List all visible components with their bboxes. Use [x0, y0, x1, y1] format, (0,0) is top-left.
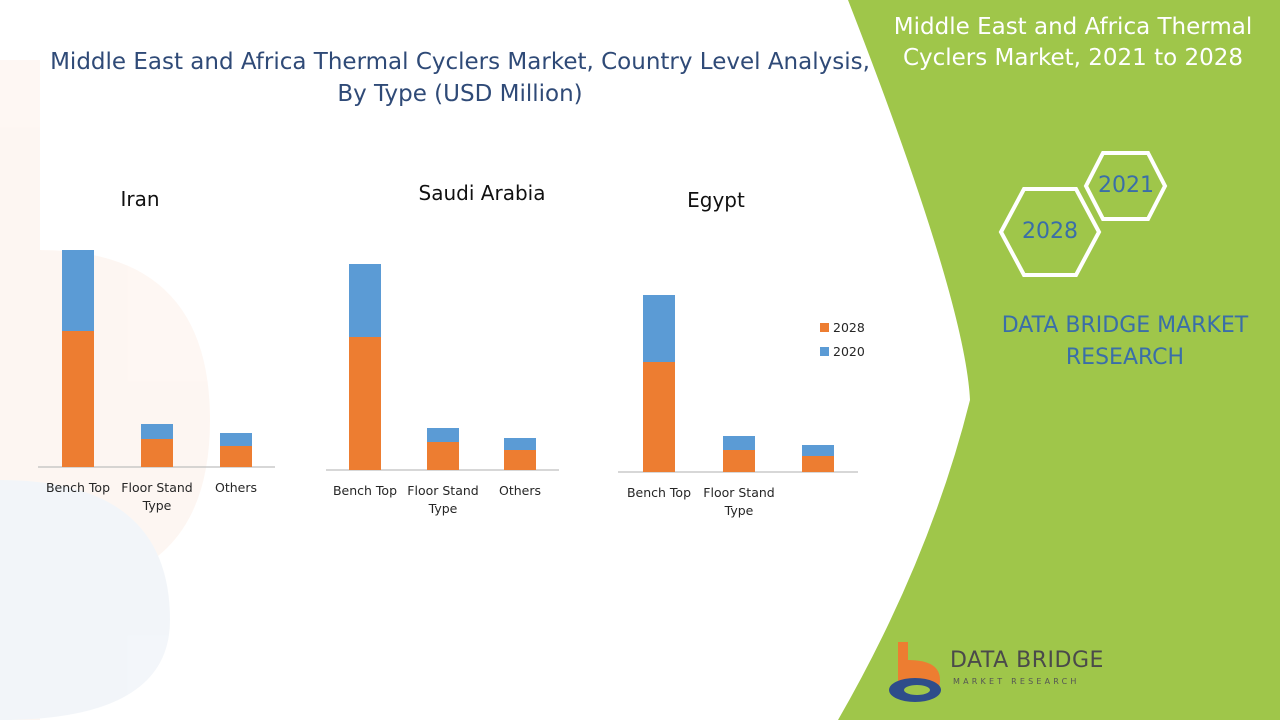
bar-iran-bench-top-2020 — [62, 250, 94, 331]
side-panel-title: Middle East and Africa Thermal Cyclers M… — [878, 12, 1268, 74]
page-title: Middle East and Africa Thermal Cyclers M… — [40, 46, 880, 110]
hex-year-2028: 2028 — [1022, 219, 1078, 244]
legend-swatch-2028 — [820, 323, 829, 332]
side-panel-brand-line1: DATA BRIDGE MARKET — [1001, 313, 1249, 338]
tick-label-saudi-arabia-1: Bench Top — [333, 483, 397, 498]
bar-egypt-floor-stand-type-2020 — [723, 436, 755, 450]
tick-label-iran-2: Floor Stand — [121, 480, 192, 495]
bar-saudi-arabia-floor-stand-type-2028 — [427, 442, 459, 470]
bar-egypt-bench-top-2020 — [643, 295, 675, 362]
page-title-line2: By Type (USD Million) — [337, 81, 583, 107]
legend-label-2028: 2028 — [833, 320, 865, 335]
tick-label-egypt-2: Floor Stand — [703, 485, 774, 500]
logo-mark — [889, 642, 941, 702]
bar-egypt-others-2028 — [802, 456, 834, 472]
bar-iran-bench-top-2028 — [62, 331, 94, 467]
bar-egypt-bench-top-2028 — [643, 362, 675, 472]
bar-saudi-arabia-others-2028 — [504, 450, 536, 470]
page-title-line1: Middle East and Africa Thermal Cyclers M… — [50, 49, 870, 75]
hexagon-2028-shape — [998, 187, 1102, 277]
watermark — [0, 60, 210, 720]
tick-label-egypt-1: Bench Top — [627, 485, 691, 500]
tick-label-iran-3: Others — [215, 480, 257, 495]
logo-tagline: MARKET RESEARCH — [953, 677, 1080, 686]
bar-saudi-arabia-bench-top-2020 — [349, 264, 381, 337]
bar-egypt-floor-stand-type-2028 — [723, 450, 755, 472]
side-panel-brand: DATA BRIDGE MARKET RESEARCH — [980, 310, 1270, 374]
tick-label-saudi-arabia-2-line2: Type — [428, 501, 458, 516]
chart-title-iran: Iran — [120, 187, 160, 211]
bar-iran-floor-stand-type-2020 — [141, 424, 173, 439]
tick-label-iran-1: Bench Top — [46, 480, 110, 495]
legend-label-2020: 2020 — [833, 344, 865, 359]
side-panel-brand-line2: RESEARCH — [1065, 345, 1185, 370]
side-panel-title-line1: Middle East and Africa Thermal — [893, 14, 1253, 40]
chart-title-saudi-arabia: Saudi Arabia — [418, 181, 546, 205]
legend-swatch-2020 — [820, 347, 829, 356]
bar-saudi-arabia-floor-stand-type-2020 — [427, 428, 459, 442]
side-panel-shape — [838, 0, 1280, 720]
bar-egypt-others-2020 — [802, 445, 834, 456]
tick-label-saudi-arabia-3: Others — [499, 483, 541, 498]
bar-saudi-arabia-others-2020 — [504, 438, 536, 450]
tick-label-saudi-arabia-2: Floor Stand — [407, 483, 478, 498]
chart-title-egypt: Egypt — [687, 188, 745, 212]
tick-label-egypt-2-line2: Type — [724, 503, 754, 518]
tick-label-iran-2-line2: Type — [142, 498, 172, 513]
bar-saudi-arabia-bench-top-2028 — [349, 337, 381, 470]
bar-iran-floor-stand-type-2028 — [141, 439, 173, 467]
hexagon-2021-shape — [1083, 151, 1168, 221]
logo-name: DATA BRIDGE — [950, 648, 1104, 673]
hex-year-2021: 2021 — [1098, 173, 1154, 198]
bar-iran-others-2028 — [220, 446, 252, 467]
bar-iran-others-2020 — [220, 433, 252, 446]
side-panel-title-line2: Cyclers Market, 2021 to 2028 — [902, 45, 1244, 71]
